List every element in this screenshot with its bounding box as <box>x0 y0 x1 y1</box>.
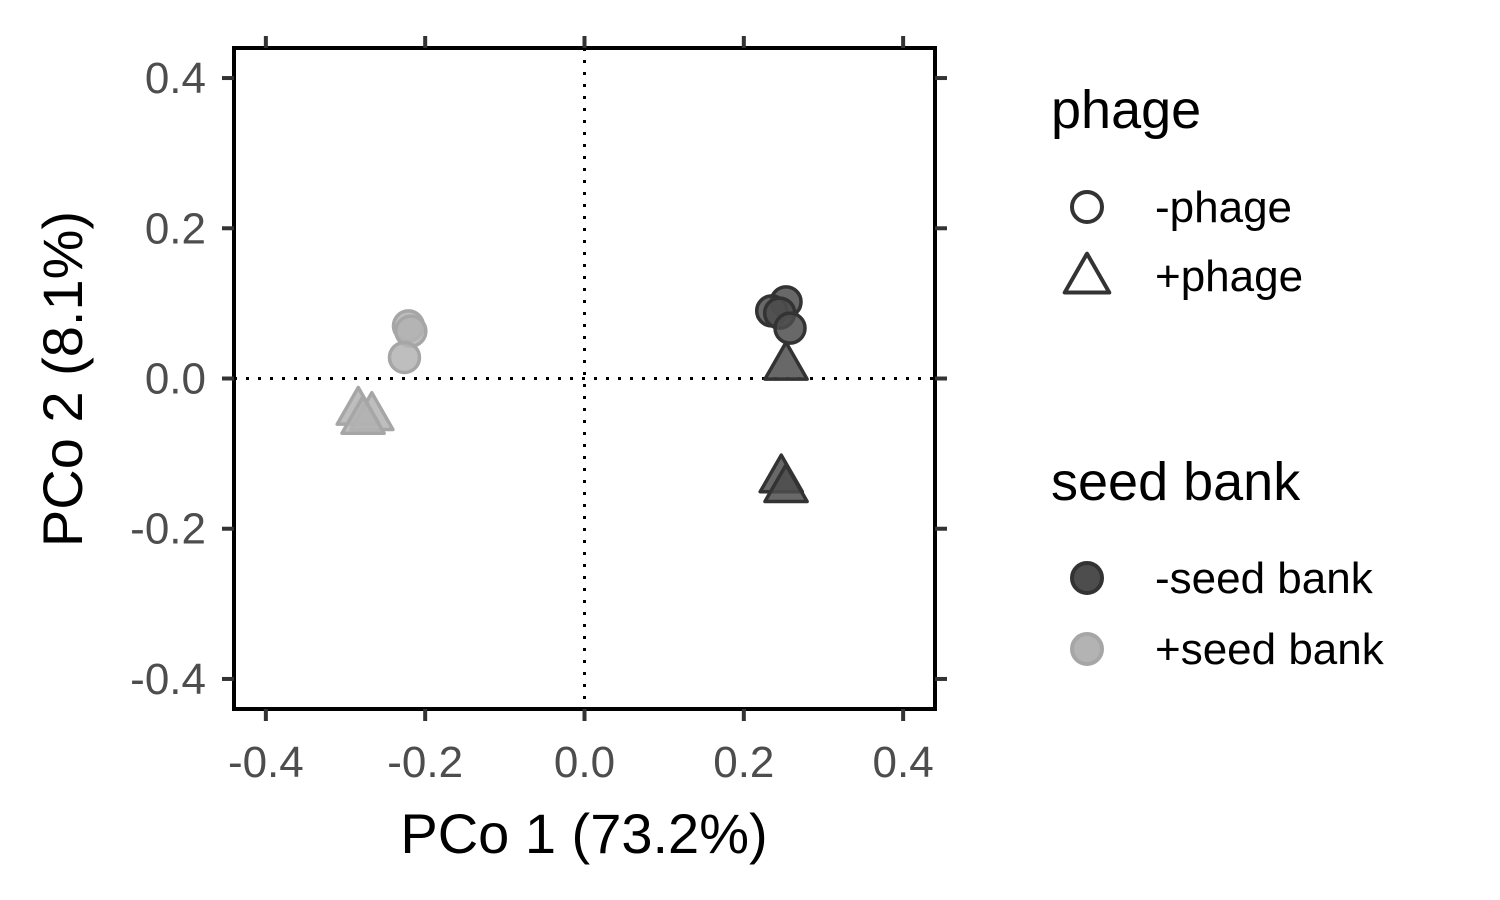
x-axis-title: PCo 1 (73.2%) <box>400 802 767 865</box>
y-tick-label: -0.4 <box>130 655 206 704</box>
plot-area <box>234 48 935 709</box>
x-tick-label: -0.4 <box>228 738 304 787</box>
data-point-circle <box>773 311 807 345</box>
data-point-circle <box>387 340 422 375</box>
legend-key-triangle <box>1062 251 1112 295</box>
legend-label: -seed bank <box>1155 554 1374 603</box>
data-point-triangle <box>340 394 386 435</box>
data-point-triangle <box>763 463 809 504</box>
data-points <box>335 285 809 504</box>
legend-key-color-circle <box>1070 561 1104 595</box>
x-tick-label: 0.2 <box>713 738 774 787</box>
legend-label: +phage <box>1155 252 1303 301</box>
legend-key-circle <box>1070 190 1104 224</box>
axes: -0.4 -0.2 0.0 0.2 0.4 -0.4 -0.2 0.0 0.2 0.4 <box>130 36 947 787</box>
y-tick-label: 0.0 <box>145 355 206 404</box>
data-point-triangle <box>763 340 809 381</box>
legend-title-seed-bank: seed bank <box>1051 452 1301 512</box>
legend-title-phage: phage <box>1051 80 1201 140</box>
x-tick-label: -0.2 <box>387 738 463 787</box>
legend-key-color-circle <box>1070 632 1104 666</box>
x-tick-label: 0.4 <box>873 738 934 787</box>
y-tick-label: 0.2 <box>145 204 206 253</box>
y-tick-label: -0.2 <box>130 505 206 554</box>
legend-label: -phage <box>1155 183 1292 232</box>
y-tick-label: 0.4 <box>145 54 206 103</box>
legend-label: +seed bank <box>1155 625 1385 674</box>
legend: phage -phage +phage seed bank -seed bank +see… <box>1051 80 1385 674</box>
y-axis-title: PCo 2 (8.1%) <box>31 211 94 547</box>
x-tick-label: 0.0 <box>554 738 615 787</box>
